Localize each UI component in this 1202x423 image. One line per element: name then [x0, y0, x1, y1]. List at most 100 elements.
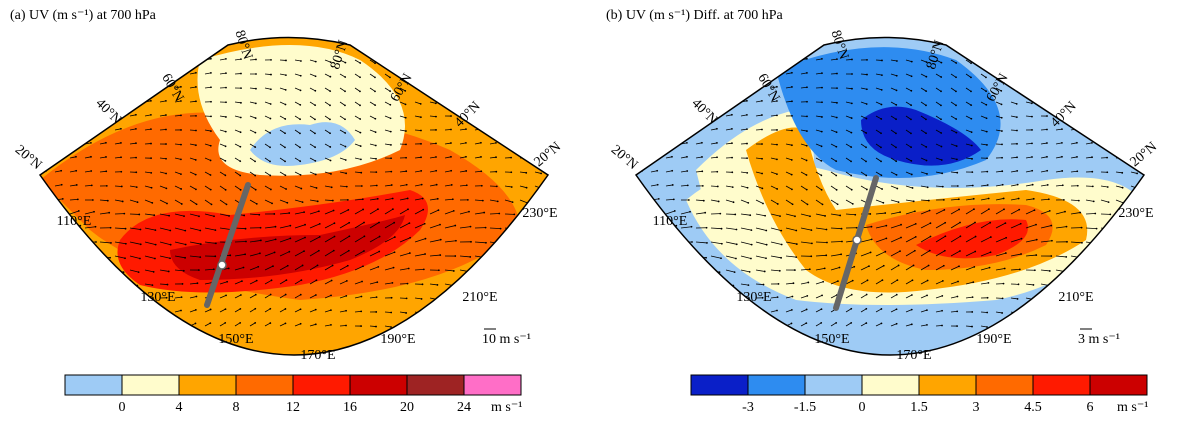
wind-vector [429, 142, 437, 145]
wind-vector [965, 266, 975, 271]
wind-vector [534, 114, 541, 117]
wind-vector [905, 236, 916, 243]
wind-vector [159, 310, 167, 313]
wind-vector [920, 129, 927, 134]
vector-head [1135, 99, 1138, 102]
vector-head [795, 256, 798, 259]
vector-head [717, 284, 720, 287]
wind-vector [399, 311, 407, 314]
vector-head [120, 86, 122, 89]
wind-vector [444, 297, 452, 300]
vector-head [479, 127, 482, 130]
vector-head [1121, 86, 1123, 88]
vector-head [109, 226, 112, 229]
wind-vector [234, 143, 241, 148]
vector-head [44, 116, 47, 119]
wind-vector [1115, 185, 1123, 189]
vector-head [333, 222, 336, 225]
wind-vector [324, 222, 335, 229]
colorbar-bin [747, 374, 806, 396]
vector-head [686, 312, 688, 315]
wind-vector [279, 171, 286, 176]
wind-vector [950, 235, 961, 243]
wind-vector [845, 101, 852, 104]
wind-vector [414, 238, 426, 243]
wind-vector [294, 250, 305, 257]
vector-head [1015, 62, 1017, 65]
vector-head [1121, 171, 1124, 174]
vector-head [820, 174, 823, 177]
vector-head [805, 188, 808, 191]
vector-head [80, 240, 82, 242]
wind-vector [189, 86, 196, 89]
vector-head [790, 159, 793, 161]
vector-head [1015, 326, 1018, 329]
wind-vector [144, 199, 153, 204]
wind-vector [40, 253, 51, 257]
vector-head [75, 101, 77, 104]
vector-head [704, 211, 707, 214]
vector-head [1016, 129, 1018, 132]
vector-head [1076, 87, 1078, 90]
vector-head [135, 142, 137, 145]
vector-head [716, 311, 719, 314]
vector-head [284, 132, 286, 135]
wind-vector [665, 283, 674, 286]
wind-vector [384, 59, 391, 64]
vector-head [360, 310, 363, 313]
wind-vector [725, 199, 734, 203]
wind-vector [174, 241, 186, 245]
wind-vector [965, 157, 973, 160]
vector-head [330, 186, 333, 189]
wind-vector [1115, 73, 1123, 75]
wind-vector [665, 325, 672, 328]
vector-head [75, 326, 77, 329]
vector-head [1121, 310, 1124, 313]
wind-vector [534, 100, 541, 103]
vector-head [314, 146, 316, 149]
wind-vector [249, 171, 256, 176]
wind-vector [519, 73, 527, 75]
vector-head [390, 157, 392, 160]
vector-head [851, 279, 854, 282]
vector-head [881, 188, 883, 190]
wind-vector [1055, 226, 1067, 229]
vector-head [269, 132, 272, 134]
wind-vector [890, 279, 898, 285]
vector-head [180, 158, 182, 161]
vector-head [299, 118, 301, 121]
vector-head [224, 188, 227, 191]
vector-head [780, 229, 783, 232]
vector-head [332, 249, 335, 252]
vector-head [825, 254, 828, 257]
wind-vector [204, 199, 212, 205]
vector-head [988, 208, 990, 211]
vector-head [286, 201, 289, 204]
vector-head [284, 322, 287, 325]
vector-head [225, 294, 227, 297]
vector-head [390, 170, 393, 173]
wind-vector [1115, 100, 1122, 103]
wind-vector [875, 73, 882, 76]
wind-vector [339, 325, 347, 327]
vector-head [1000, 116, 1003, 119]
wind-vector [890, 87, 897, 91]
vector-head [1003, 267, 1006, 270]
vector-head [942, 198, 945, 201]
vector-head [407, 267, 410, 270]
vector-head [481, 284, 484, 287]
wind-vector [354, 296, 362, 299]
vector-head [378, 221, 380, 224]
vector-head [134, 113, 137, 116]
wind-vector [920, 73, 927, 78]
wind-vector [429, 311, 437, 314]
vector-head [701, 73, 703, 76]
vector-head [209, 57, 212, 60]
wind-vector [174, 114, 182, 117]
wind-vector [369, 101, 376, 106]
vector-head [900, 236, 902, 239]
wind-vector [665, 87, 672, 90]
wind-vector [534, 199, 543, 204]
wind-vector [474, 269, 484, 273]
wind-vector [1085, 156, 1093, 159]
